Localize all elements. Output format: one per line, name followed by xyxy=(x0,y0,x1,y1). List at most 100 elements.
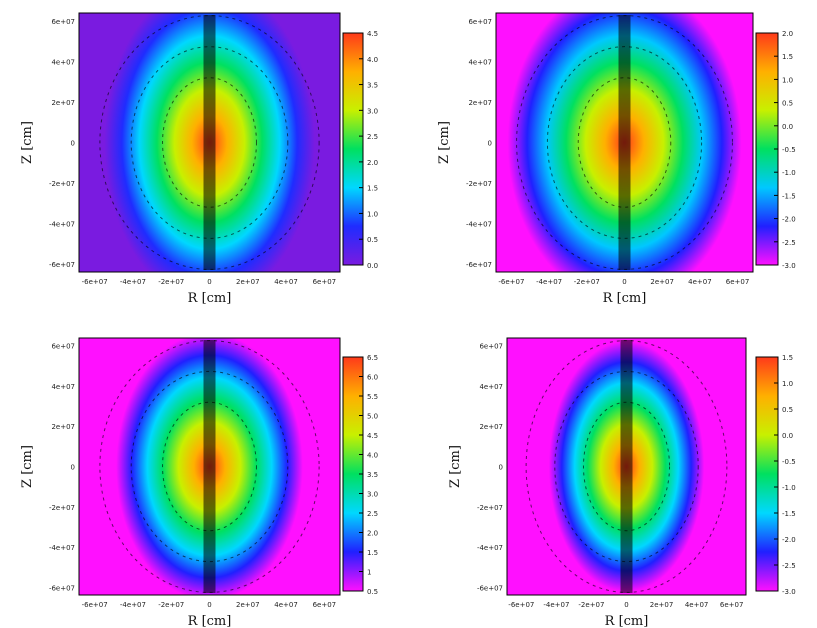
colorbar-top-left xyxy=(342,32,364,266)
contour-line xyxy=(162,401,257,532)
y-tick-label: 0 xyxy=(71,140,75,148)
x-tick-label: 2e+07 xyxy=(236,278,260,286)
y-tick-label: 2e+07 xyxy=(479,423,503,431)
panel-top-right: -6e+07 -4e+07 -2e+07 0 2e+07 4e+07 6e+07 6e+07… xyxy=(437,12,796,306)
colorbar-tick-label: 3.0 xyxy=(367,491,378,499)
x-tick-label: 0 xyxy=(624,601,628,609)
y-tick-labels-bottom-left: 6e+07 4e+07 2e+07 0 -2e+07 -4e+07 -6e+07 xyxy=(49,343,75,593)
x-tick-label: 0 xyxy=(207,278,211,286)
x-tick-label: -6e+07 xyxy=(82,601,108,609)
y-axis-label-bottom-right: Z [cm] xyxy=(448,445,463,488)
x-tick-label: 2e+07 xyxy=(650,601,674,609)
x-tick-label: 2e+07 xyxy=(236,601,260,609)
x-tick-label: 6e+07 xyxy=(720,601,744,609)
x-axis-label-top-left: R [cm] xyxy=(188,291,232,306)
x-tick-label: 4e+07 xyxy=(685,601,709,609)
x-axis-label-bottom-left: R [cm] xyxy=(188,614,232,628)
y-tick-label: 4e+07 xyxy=(51,58,75,66)
colorbar-tick-label: 3.0 xyxy=(367,107,378,115)
colorbar-tick-label: 4.5 xyxy=(367,30,378,38)
colorbar-tick-label: 1.5 xyxy=(367,549,378,557)
colorbar-tick-label: 1 xyxy=(367,569,371,577)
y-tick-label: 0 xyxy=(71,464,75,472)
x-tick-label: -2e+07 xyxy=(578,601,604,609)
colorbar-tick-label: 2.5 xyxy=(367,510,378,518)
y-tick-label: 6e+07 xyxy=(479,343,503,351)
y-tick-label: 2e+07 xyxy=(51,423,75,431)
colorbar-tick-label: -1.5 xyxy=(782,510,796,518)
x-tick-label: -4e+07 xyxy=(536,278,562,286)
colorbar-tick-label: -0.5 xyxy=(782,458,796,466)
y-tick-label: 0 xyxy=(488,140,492,148)
colorbar-tick-label: 5.0 xyxy=(367,413,378,421)
y-tick-labels-top-right: 6e+07 4e+07 2e+07 0 -2e+07 -4e+07 -6e+07 xyxy=(466,18,492,269)
y-tick-label: -6e+07 xyxy=(49,584,75,592)
y-tick-label: -6e+07 xyxy=(49,261,75,269)
central-column xyxy=(203,15,216,270)
colorbar-tick-label: -3.0 xyxy=(782,588,796,596)
colorbar-tick-label: 6.5 xyxy=(367,354,378,362)
y-tick-label: 4e+07 xyxy=(51,383,75,391)
colorbar-tick-label: -1.5 xyxy=(782,192,796,200)
x-tick-label: -6e+07 xyxy=(508,601,534,609)
contour-line xyxy=(162,77,257,208)
contour-overlay-top-left xyxy=(99,15,320,270)
y-axis-label-top-left: Z [cm] xyxy=(20,121,35,164)
colorbar-tick-label: 6.0 xyxy=(367,374,378,382)
panel-bottom-left: -6e+07 -4e+07 -2e+07 0 2e+07 4e+07 6e+07 6e+07… xyxy=(20,337,378,628)
x-tick-label: -2e+07 xyxy=(158,278,184,286)
colorbar-tick-label: 4.0 xyxy=(367,452,378,460)
colorbar-tick-label: -0.5 xyxy=(782,146,796,154)
y-axis-label-bottom-left: Z [cm] xyxy=(20,445,35,488)
colorbar-ticks-top-left: 4.5 4.0 3.5 3.0 2.5 2.0 1.5 1.0 0.5 0.0 xyxy=(359,30,378,270)
colorbar-tick-label: 2.0 xyxy=(782,30,793,38)
x-tick-label: 0 xyxy=(207,601,211,609)
contour-line xyxy=(577,77,672,208)
colorbar-tick-label: 0.5 xyxy=(367,588,378,596)
y-tick-label: -2e+07 xyxy=(49,504,75,512)
central-column xyxy=(620,340,633,593)
x-tick-label: 4e+07 xyxy=(274,601,298,609)
colorbar-tick-label: 1.5 xyxy=(367,185,378,193)
x-tick-labels-bottom-left: -6e+07 -4e+07 -2e+07 0 2e+07 4e+07 6e+07 xyxy=(82,601,336,609)
y-tick-label: -4e+07 xyxy=(466,221,492,229)
x-tick-label: 6e+07 xyxy=(313,278,337,286)
colorbar-bottom-right xyxy=(755,356,779,592)
central-column xyxy=(618,15,631,270)
colorbar-tick-label: 1.0 xyxy=(782,380,793,388)
colorbar-tick-label: 0.0 xyxy=(782,432,793,440)
plot-frame-top-right xyxy=(495,12,754,273)
colorbar-tick-label: -2.0 xyxy=(782,536,796,544)
y-tick-label: -2e+07 xyxy=(477,504,503,512)
contour-overlay-bottom-left xyxy=(99,340,320,593)
contour-line xyxy=(130,46,289,239)
contour-line xyxy=(99,15,320,270)
colorbar-ticks-bottom-right: 1.5 1.0 0.5 0.0 -0.5 -1.0 -1.5 -2.0 -2.5 -3.0 xyxy=(774,354,796,596)
colorbar-tick-label: 3.5 xyxy=(367,471,378,479)
x-tick-labels-top-left: -6e+07 -4e+07 -2e+07 0 2e+07 4e+07 6e+07 xyxy=(82,278,336,286)
colorbar-tick-label: 1.0 xyxy=(367,210,378,218)
colorbar-ticks-bottom-left: 6.5 6.0 5.5 5.0 4.5 4.0 3.5 3.0 2.5 2.0 1.5 1 0.5 xyxy=(359,354,378,596)
colorbar-tick-label: -2.5 xyxy=(782,562,796,570)
contour-overlay-top-right xyxy=(516,15,733,270)
x-tick-label: 6e+07 xyxy=(313,601,337,609)
y-tick-label: 0 xyxy=(499,464,503,472)
colorbar-tick-label: 4.0 xyxy=(367,56,378,64)
y-tick-label: -6e+07 xyxy=(466,261,492,269)
x-tick-label: -6e+07 xyxy=(82,278,108,286)
colorbar-tick-label: -2.5 xyxy=(782,239,796,247)
colorbar-tick-label: 4.5 xyxy=(367,432,378,440)
x-tick-labels-top-right: -6e+07 -4e+07 -2e+07 0 2e+07 4e+07 6e+07 xyxy=(498,278,749,286)
x-tick-label: 6e+07 xyxy=(726,278,750,286)
y-tick-label: 2e+07 xyxy=(51,99,75,107)
y-tick-label: 4e+07 xyxy=(479,383,503,391)
x-tick-label: 4e+07 xyxy=(274,278,298,286)
plot-frame-top-left xyxy=(78,12,341,273)
colorbar-tick-label: 0.5 xyxy=(782,406,793,414)
y-tick-label: -2e+07 xyxy=(466,180,492,188)
colorbar-tick-label: 0.5 xyxy=(367,236,378,244)
y-tick-label: -2e+07 xyxy=(49,180,75,188)
x-axis-label-top-right: R [cm] xyxy=(603,291,647,306)
plot-frame-bottom-right xyxy=(506,337,747,596)
y-tick-label: 4e+07 xyxy=(468,58,492,66)
